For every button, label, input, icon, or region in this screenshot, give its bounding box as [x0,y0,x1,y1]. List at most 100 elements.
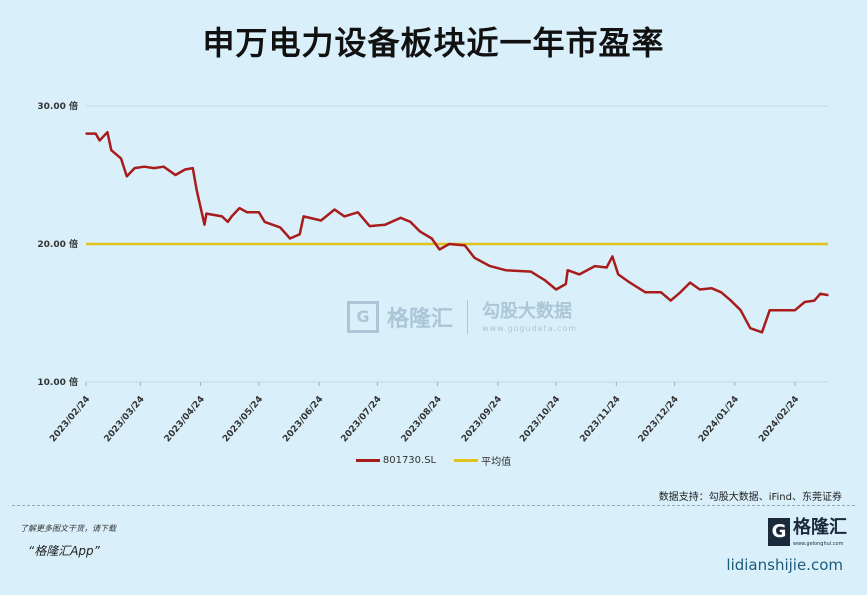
x-tick-label: 2023/08/24 [400,395,444,445]
data-point [594,265,596,267]
data-point [246,211,249,214]
data-point [384,223,386,226]
x-tick-label: 2023/05/24 [221,395,265,445]
chart-area: 10.00 倍 20.00 倍 30.00 倍 2023/02/24 2023/03/2… [37,100,829,445]
site-url: lidianshijie.com [726,556,843,574]
data-point [803,301,806,303]
data-point [566,269,569,272]
data-point [578,273,581,276]
data-point [660,291,662,294]
data-point [669,299,672,302]
data-point [94,132,97,135]
logo-url: www.gelonghui.com [793,541,844,547]
data-point [710,287,713,289]
x-tick-label: 2023/10/24 [518,395,562,445]
x-tick-label: 2023/12/24 [637,395,681,445]
data-point [192,167,194,169]
data-point [819,292,822,295]
data-point [813,299,816,302]
legend-swatch-average [454,459,479,462]
data-point [184,168,186,171]
data-point [720,291,722,294]
data-point [289,237,291,240]
data-point [203,223,206,226]
promo-line-2: “格隆汇App” [28,544,100,558]
data-point [110,149,113,151]
data-point [689,281,691,284]
x-tick-label: 2023/06/24 [281,395,325,445]
data-point [120,157,122,160]
brand-logo: G 格隆汇 www.gelonghui.com [768,516,847,548]
data-point [739,309,742,312]
data-point [489,265,491,267]
divider [12,505,855,506]
logo-g-icon: G [768,518,790,546]
data-point [368,225,371,227]
data-point [679,291,682,294]
data-point [320,219,322,222]
data-point [85,132,87,135]
data-point [221,215,223,218]
legend-label-series: 801730.SL [382,455,437,466]
data-point [730,299,732,302]
data-point [504,269,507,272]
legend-label-average: 平均值 [481,457,512,468]
data-point [555,288,557,291]
data-point [205,212,208,215]
data-point [263,221,266,223]
logo-name: 格隆汇 [793,517,847,538]
legend-item-series: 801730.SL [355,453,437,468]
data-point [473,257,476,259]
data-point [174,174,177,176]
data-point [629,281,631,284]
data-point [357,211,359,214]
x-tick-label: 2023/02/24 [48,395,92,445]
data-point [463,244,466,247]
data-point [125,175,128,178]
watermark-separator [467,300,469,334]
promo-line-1: 了解更多图文干货，请下载 [20,524,116,533]
data-point [611,255,614,258]
data-point [617,273,620,276]
watermark-url: www.gogudata.com [482,323,578,333]
chart-title: 申万电力设备板块近一年市盈率 [202,24,665,62]
watermark: G 格隆汇 勾股大数据 www.gogudata.com [347,300,577,334]
x-tick-label: 2024/02/24 [757,395,801,445]
data-point [106,131,109,134]
legend-item-average: 平均值 [454,453,511,468]
data-point [258,211,260,214]
data-point [333,208,336,211]
y-tick-label: 30.00 倍 [37,100,78,112]
data-point [143,165,146,168]
x-tick-label: 2023/03/24 [103,395,147,445]
data-point [133,167,136,169]
data-point [298,233,301,236]
data-point [761,331,763,334]
data-point [438,248,441,251]
data-point [399,216,402,219]
watermark-brand: 勾股大数据 [482,300,573,322]
data-point [279,226,282,229]
data-point [530,270,532,273]
legend-swatch-series [355,459,380,462]
x-tick-label: 2023/11/24 [579,395,623,445]
y-tick-label: 20.00 倍 [37,238,78,250]
x-tick-label: 2024/01/24 [697,395,741,445]
data-point [644,291,647,294]
data-point [605,266,608,269]
data-point [238,207,241,209]
data-point [543,279,546,281]
x-tick-label: 2023/07/24 [340,395,384,445]
pe-ratio-line [86,130,829,334]
data-point [98,139,101,142]
data-point [448,243,451,245]
data-point [699,288,701,291]
data-source: 数据支持：勾股大数据、iFind、东莞证券 [658,492,842,503]
legend: 801730.SL 平均值 [0,453,867,468]
x-tick-label: 2023/09/24 [460,395,504,445]
data-point [419,230,421,233]
data-point [302,215,305,218]
data-point [409,221,412,223]
data-point [227,221,229,223]
data-point [343,215,346,218]
